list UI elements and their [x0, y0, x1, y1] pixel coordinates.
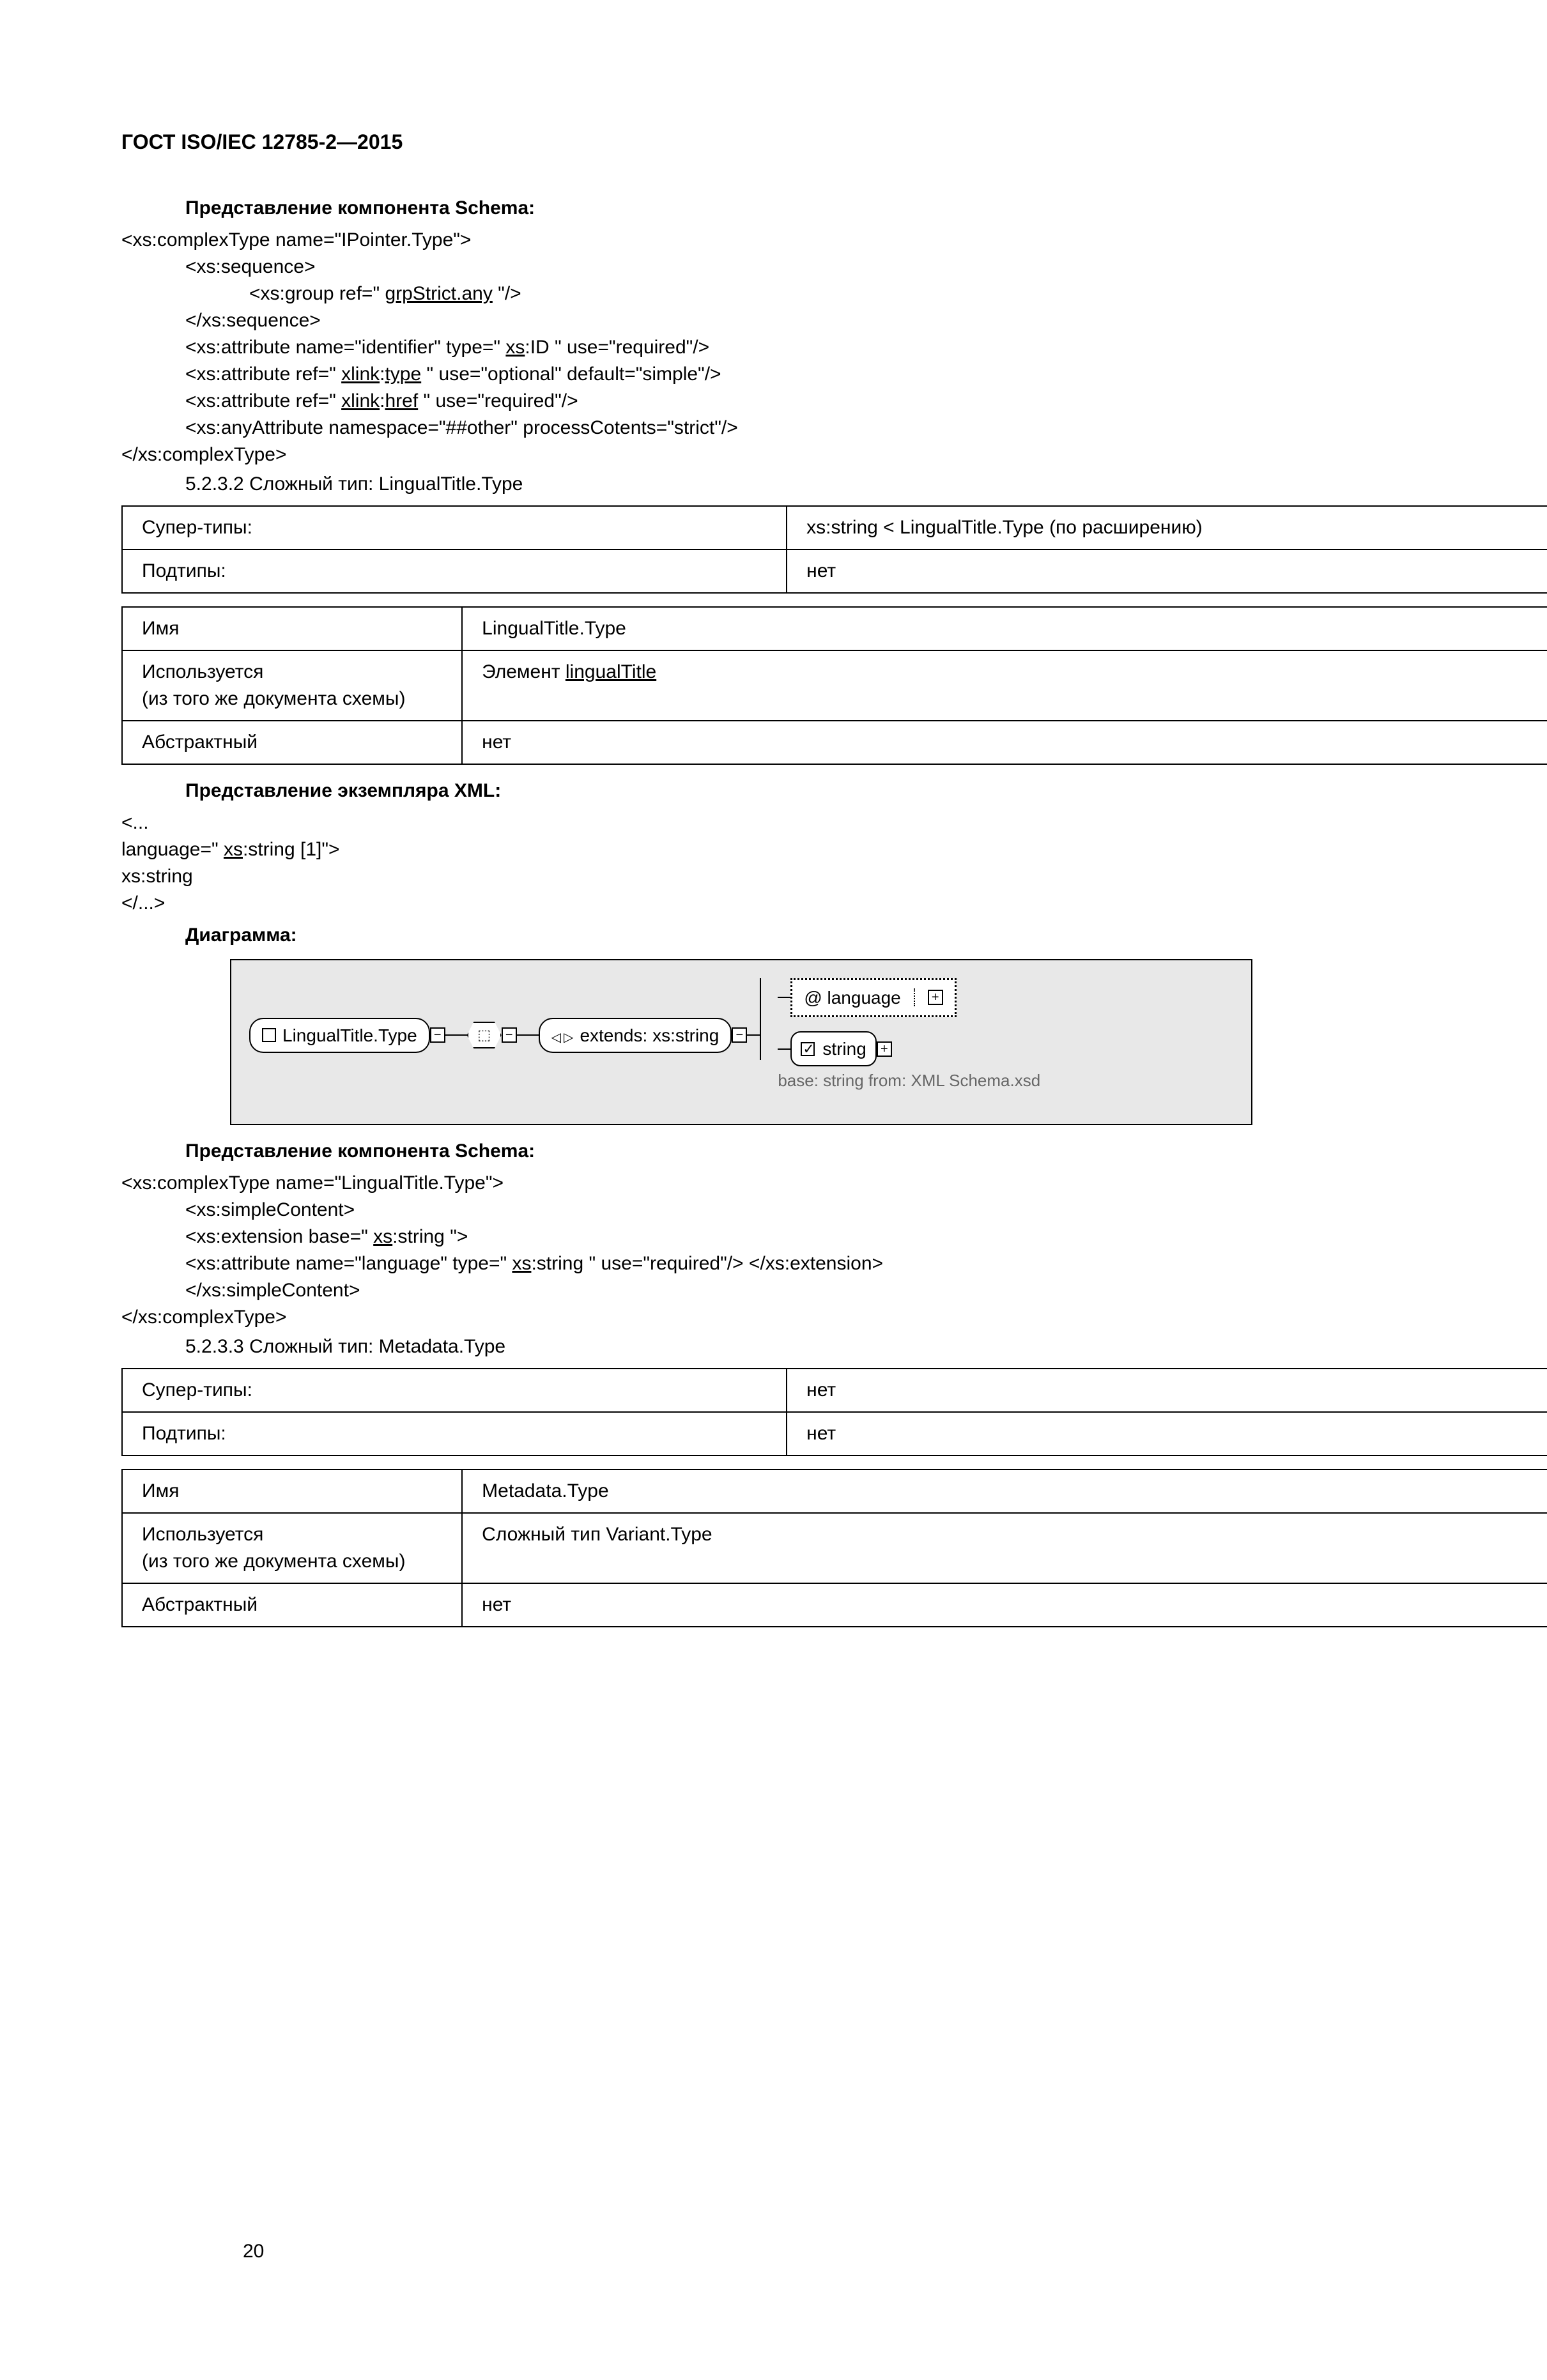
code-line: </xs:simpleContent> [185, 1277, 1547, 1304]
code-line: </xs:complexType> [121, 441, 1547, 468]
collapse-icon: − [502, 1027, 517, 1043]
code-line: <xs:anyAttribute namespace="##other" pro… [185, 415, 1547, 441]
table-cell: Подтипы: [122, 1412, 787, 1455]
code-line: <xs:attribute name="identifier" type=" x… [185, 334, 1547, 361]
diagram-node-label: LingualTitle.Type [282, 1023, 417, 1048]
table-5232-details: ИмяLingualTitle.TypeИспользуется(из того… [121, 606, 1547, 765]
diagram-extends-label: extends: xs:string [580, 1023, 719, 1048]
code-line: <xs:complexType name="LingualTitle.Type"… [121, 1170, 1547, 1197]
expand-icon: + [928, 990, 943, 1005]
schema-title-1: Представление компонента Schema: [185, 195, 1547, 222]
code-line: <xs:sequence> [185, 254, 1547, 280]
table-cell: Элемент lingualTitle [462, 650, 1547, 721]
table-cell: LingualTitle.Type [462, 607, 1547, 650]
collapse-icon: − [430, 1027, 445, 1043]
expand-icon: + [877, 1041, 892, 1057]
table-cell: Абстрактный [122, 721, 462, 764]
code-line: <xs:attribute name="language" type=" xs:… [185, 1250, 1547, 1277]
xml-line: <... [121, 810, 1547, 836]
table-cell: нет [462, 1583, 1547, 1627]
code-line: </xs:complexType> [121, 1304, 1547, 1331]
table-cell: Подтипы: [122, 549, 787, 593]
page-number: 20 [243, 2238, 264, 2265]
table-cell: Metadata.Type [462, 1470, 1547, 1513]
code-line: <xs:simpleContent> [185, 1197, 1547, 1224]
diagram-node-extends: extends: xs:string [539, 1018, 732, 1053]
table-cell: нет [787, 1412, 1547, 1455]
table-5233-types: Супер-типы:нетПодтипы:нет [121, 1368, 1547, 1456]
table-cell: Используется(из того же документа схемы) [122, 1513, 462, 1583]
collapse-icon: − [732, 1027, 747, 1043]
table-cell: нет [462, 721, 1547, 764]
diagram-hex-icon: ⬚ [467, 1022, 502, 1048]
table-cell: Используется(из того же документа схемы) [122, 650, 462, 721]
table-cell: xs:string < LingualTitle.Type (по расшир… [787, 506, 1547, 549]
schema-title-2: Представление компонента Schema: [185, 1138, 1547, 1165]
table-cell: Супер-типы: [122, 1369, 787, 1412]
xml-line: language=" xs:string [1]"> [121, 836, 1547, 863]
diagram: LingualTitle.Type − ⬚ − extends: xs:stri… [230, 959, 1252, 1125]
document-header: ГОСТ ISO/IEC 12785-2—2015 [121, 128, 1547, 157]
table-cell: Сложный тип Variant.Type [462, 1513, 1547, 1583]
diagram-title: Диаграмма: [185, 922, 1547, 949]
check-icon [801, 1042, 815, 1056]
table-cell: Абстрактный [122, 1583, 462, 1627]
diagram-node-lingualtitle: LingualTitle.Type [249, 1018, 430, 1053]
table-5233-details: ИмяMetadata.TypeИспользуется(из того же … [121, 1469, 1547, 1627]
table-cell: Имя [122, 1470, 462, 1513]
table-cell: Супер-типы: [122, 506, 787, 549]
table-cell: Имя [122, 607, 462, 650]
code-line: <xs:extension base=" xs:string "> [185, 1224, 1547, 1250]
diagram-string-label: string [822, 1036, 866, 1061]
xml-line: xs:string [121, 863, 1547, 890]
section-5232: 5.2.3.2 Сложный тип: LingualTitle.Type [185, 471, 1547, 498]
diagram-string-node: string [790, 1031, 876, 1066]
table-cell: нет [787, 1369, 1547, 1412]
xml-instance-block: <...language=" xs:string [1]">xs:string<… [121, 810, 1547, 917]
section-5233: 5.2.3.3 Сложный тип: Metadata.Type [185, 1333, 1547, 1360]
diagram-attr-label: @ language [804, 985, 900, 1010]
xml-instance-title: Представление экземпляра XML: [185, 778, 1547, 804]
table-5232-types: Супер-типы:xs:string < LingualTitle.Type… [121, 505, 1547, 594]
table-cell: нет [787, 549, 1547, 593]
xml-line: </...> [121, 890, 1547, 917]
diagram-base-text: base: string from: XML Schema.xsd [778, 1069, 1040, 1092]
code-line: <xs:group ref=" grpStrict.any "/> [249, 280, 1547, 307]
code-line: </xs:sequence> [185, 307, 1547, 334]
diagram-attr-language: @ language + [790, 978, 956, 1017]
code-block-2: <xs:complexType name="LingualTitle.Type"… [121, 1170, 1547, 1331]
code-line: <xs:complexType name="IPointer.Type"> [121, 227, 1547, 254]
code-line: <xs:attribute ref=" xlink:type " use="op… [185, 361, 1547, 388]
code-block-1: <xs:complexType name="IPointer.Type"><xs… [121, 227, 1547, 468]
code-line: <xs:attribute ref=" xlink:href " use="re… [185, 388, 1547, 415]
